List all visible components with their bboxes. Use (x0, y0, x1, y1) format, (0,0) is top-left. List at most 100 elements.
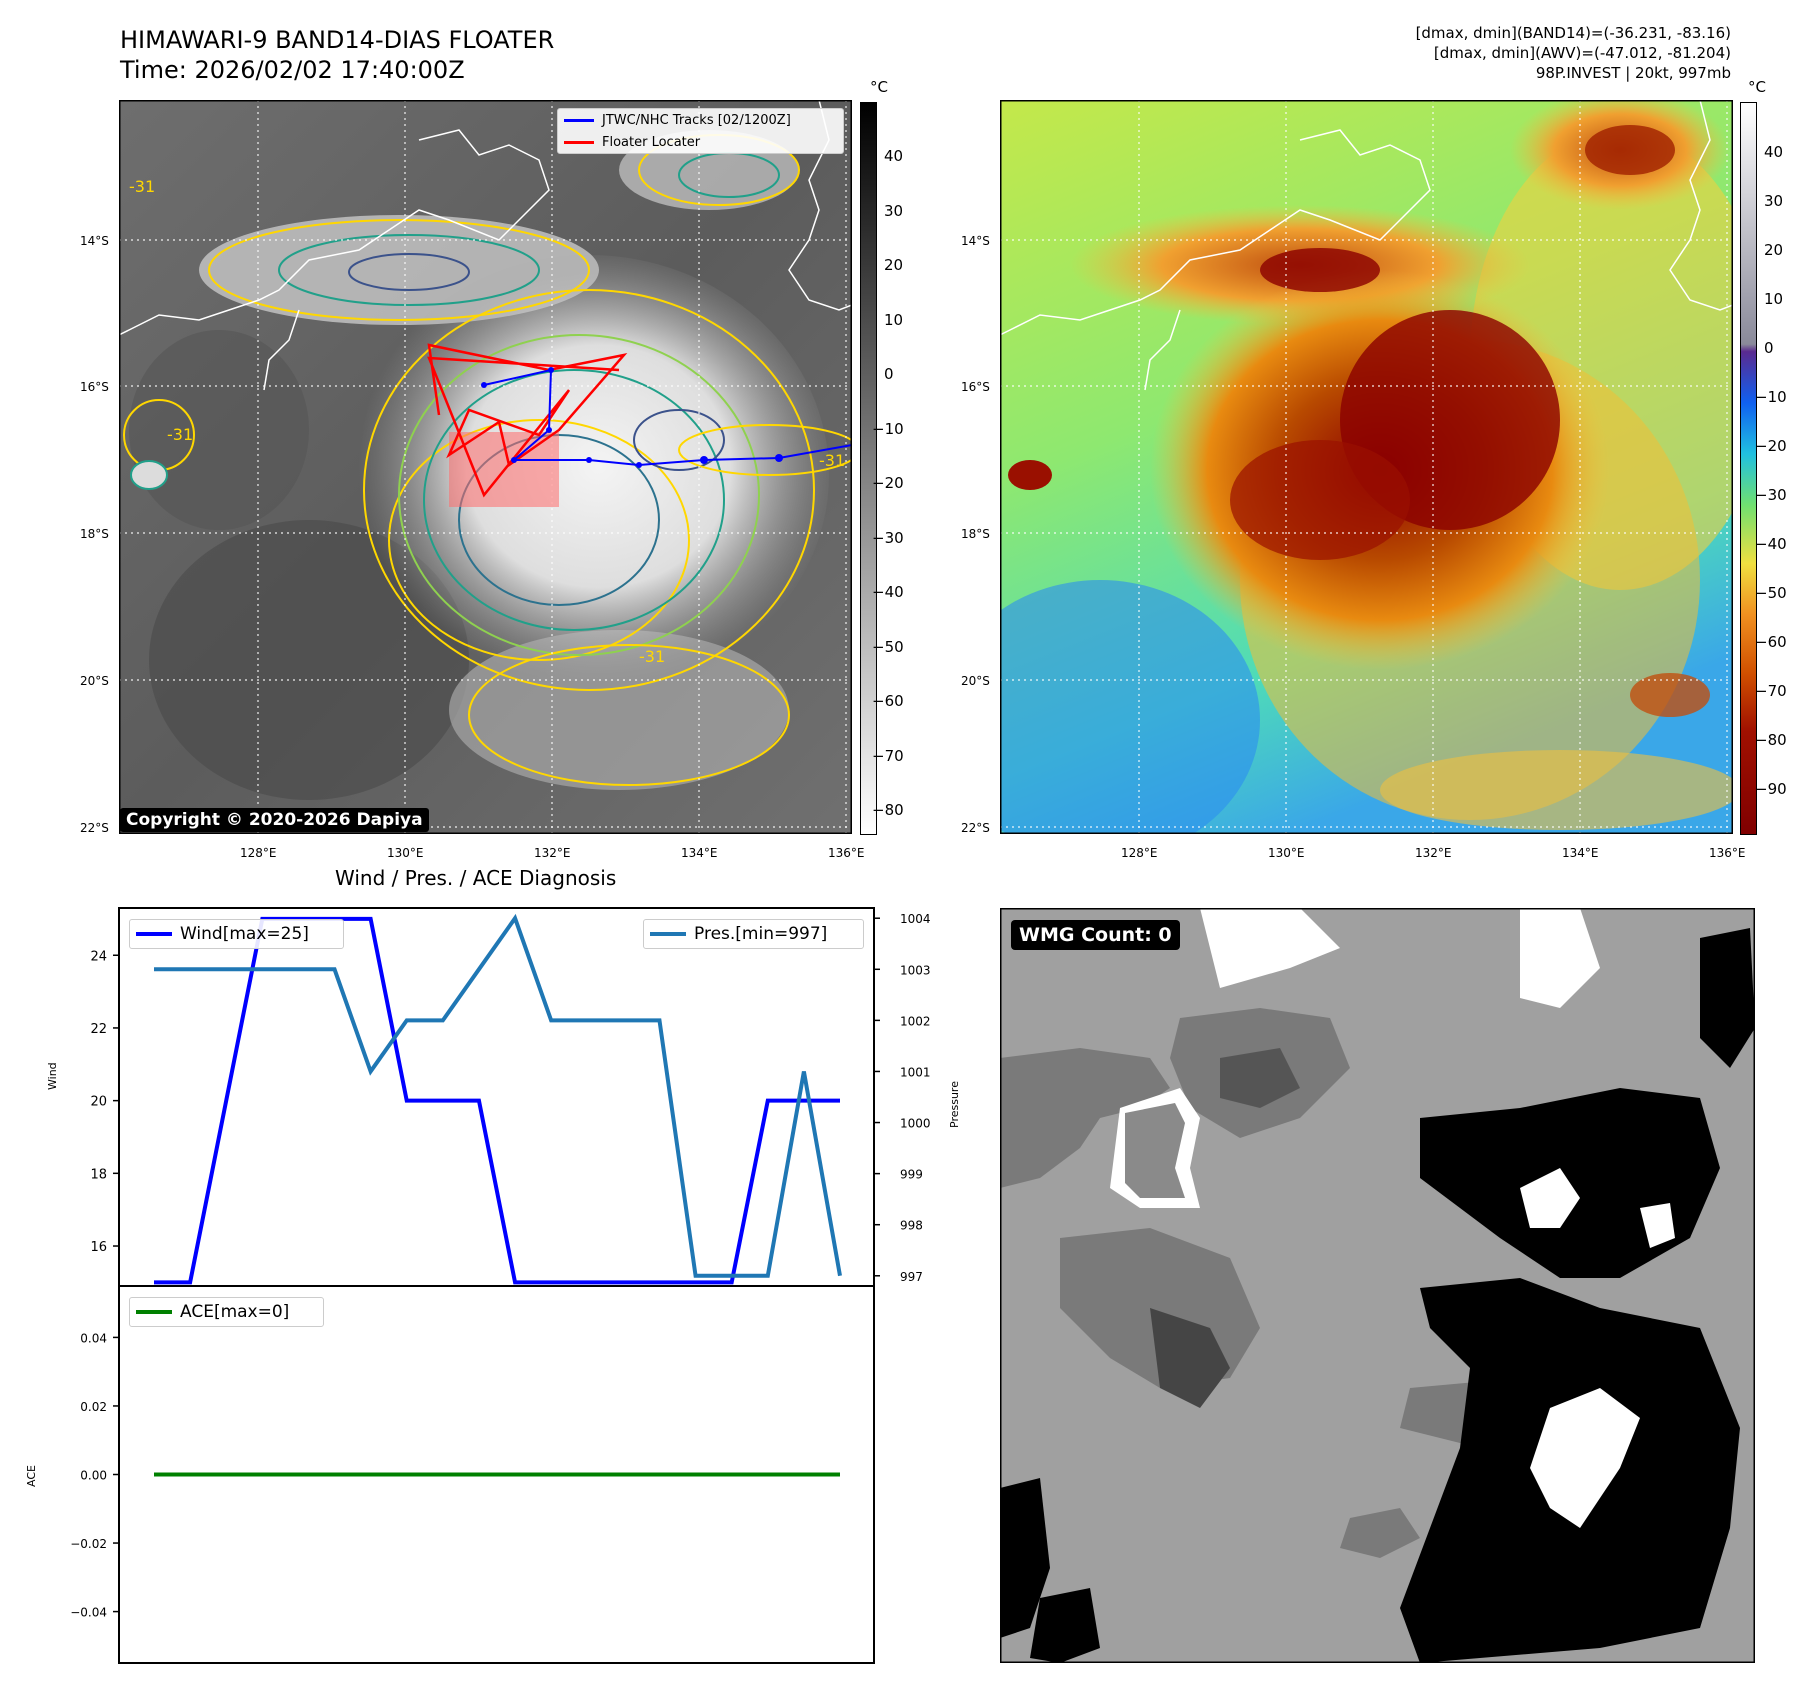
lon-label: 132°E (1415, 846, 1452, 860)
colorbar-tick: −30 (872, 529, 904, 547)
lon-label: 136°E (1709, 846, 1746, 860)
pressure-tick-label: 1004 (900, 912, 931, 926)
pressure-tick-label: 999 (900, 1168, 923, 1182)
lat-label: 20°S (80, 674, 109, 688)
contour-label: -31 (129, 177, 155, 196)
colorbar-tick: −10 (872, 420, 904, 438)
wind-series-line (154, 916, 840, 1285)
colorbar-awv (1740, 102, 1757, 835)
colorbar-tick: 40 (884, 147, 904, 165)
legend-entry-floater: Floater Locater (558, 131, 843, 153)
wind-axis-label: Wind (46, 1062, 59, 1090)
pressure-tick-label: 1003 (900, 963, 931, 977)
awv-map (1000, 100, 1733, 834)
lat-label: 18°S (961, 527, 990, 541)
wmg-count-badge: WMG Count: 0 (1011, 920, 1180, 950)
colorbar-tick: −50 (1755, 584, 1787, 602)
pressure-tick-label: 1001 (900, 1065, 931, 1079)
ace-line-icon (136, 1310, 172, 1314)
colorbar-tick: 0 (884, 365, 894, 383)
wind-legend: Wind[max=25] (129, 919, 344, 949)
legend-ace-label: ACE[max=0] (180, 1302, 290, 1322)
wind-line-icon (136, 932, 172, 936)
ace-axis-label: ACE (25, 1465, 38, 1487)
pressure-tick-label: 998 (900, 1219, 923, 1233)
wmg-panel (1000, 908, 1755, 1663)
map-legend: JTWC/NHC Tracks [02/1200Z] Floater Locat… (557, 108, 844, 154)
ace-tick-label: −0.04 (70, 1606, 107, 1620)
colorbar-tick: −90 (1755, 780, 1787, 798)
colorbar-tick: −40 (872, 583, 904, 601)
lon-label: 128°E (240, 846, 277, 860)
legend-entry-pressure: Pres.[min=997] (644, 920, 863, 948)
copyright-badge: Copyright © 2020-2026 Dapiya (120, 808, 429, 832)
colorbar-tick: 40 (1764, 143, 1784, 161)
lat-label: 22°S (80, 821, 109, 835)
lon-label: 134°E (681, 846, 718, 860)
pressure-line-icon (650, 932, 686, 936)
colorbar-tick: 20 (884, 256, 904, 274)
figure-time: Time: 2026/02/02 17:40:00Z (120, 56, 465, 84)
legend-track-label: JTWC/NHC Tracks [02/1200Z] (602, 112, 791, 128)
colorbar-tick: −60 (872, 692, 904, 710)
colorbar-tick: −70 (1755, 682, 1787, 700)
legend-pressure-label: Pres.[min=997] (694, 924, 828, 944)
pressure-tick-label: 1000 (900, 1117, 931, 1131)
colorbar-tick: −60 (1755, 633, 1787, 651)
ace-tick-label: −0.02 (70, 1537, 107, 1551)
ace-legend: ACE[max=0] (129, 1297, 324, 1327)
pressure-series-line (154, 913, 842, 1278)
pressure-axis-label: Pressure (948, 1081, 961, 1128)
colorbar-tick: 20 (1764, 241, 1784, 259)
colorbar-tick: −70 (872, 747, 904, 765)
colorbar-tick: 30 (1764, 192, 1784, 210)
legend-wind-label: Wind[max=25] (180, 924, 309, 944)
colorbar-tick: 30 (884, 202, 904, 220)
floater-locater-path (427, 343, 628, 498)
lat-label: 14°S (961, 234, 990, 248)
colorbar-tick: −40 (1755, 535, 1787, 553)
band14-range-info: [dmax, dmin](BAND14)=(-36.231, -83.16) (1415, 24, 1731, 42)
legend-entry-ace: ACE[max=0] (130, 1298, 323, 1326)
floater-line-icon (564, 140, 594, 144)
figure-title: HIMAWARI-9 BAND14-DIAS FLOATER (120, 26, 555, 54)
track-line-icon (564, 118, 594, 122)
colorbar-tick: −50 (872, 638, 904, 656)
colorbar-unit: °C (870, 78, 888, 96)
colorbar-tick: −80 (1755, 731, 1787, 749)
contour-label: -31 (639, 647, 665, 666)
diagnosis-title: Wind / Pres. / ACE Diagnosis (335, 866, 617, 890)
lat-label: 14°S (80, 234, 109, 248)
legend-entry-wind: Wind[max=25] (130, 920, 343, 948)
wind-tick-label: 20 (90, 1095, 107, 1110)
colorbar-gray (860, 102, 877, 835)
contour-label: -31 (819, 451, 845, 470)
lon-label: 134°E (1562, 846, 1599, 860)
wind-tick-label: 24 (90, 949, 107, 964)
lat-label: 22°S (961, 821, 990, 835)
lon-label: 132°E (534, 846, 571, 860)
lat-label: 18°S (80, 527, 109, 541)
ace-tick-label: 0.00 (80, 1469, 107, 1483)
awv-range-info: [dmax, dmin](AWV)=(-47.012, -81.204) (1433, 44, 1731, 62)
colorbar-unit: °C (1748, 78, 1766, 96)
wind-tick-label: 18 (90, 1167, 107, 1182)
ace-tick-label: 0.02 (80, 1400, 107, 1414)
wind-tick-label: 16 (90, 1240, 107, 1255)
lon-label: 130°E (1268, 846, 1305, 860)
colorbar-tick: −20 (1755, 437, 1787, 455)
colorbar-tick: 0 (1764, 339, 1774, 357)
contour-label: -31 (167, 425, 193, 444)
wind-axes-frame (118, 907, 875, 1287)
band14-map: -31 -31 -31 -31 (119, 100, 852, 834)
lon-label: 128°E (1121, 846, 1158, 860)
pressure-tick-label: 1002 (900, 1014, 931, 1028)
colorbar-tick: 10 (884, 311, 904, 329)
pressure-tick-label: 997 (900, 1270, 923, 1284)
legend-floater-label: Floater Locater (602, 134, 701, 150)
lon-label: 136°E (828, 846, 865, 860)
lat-label: 16°S (80, 380, 109, 394)
colorbar-tick: −20 (872, 474, 904, 492)
lat-label: 16°S (961, 380, 990, 394)
